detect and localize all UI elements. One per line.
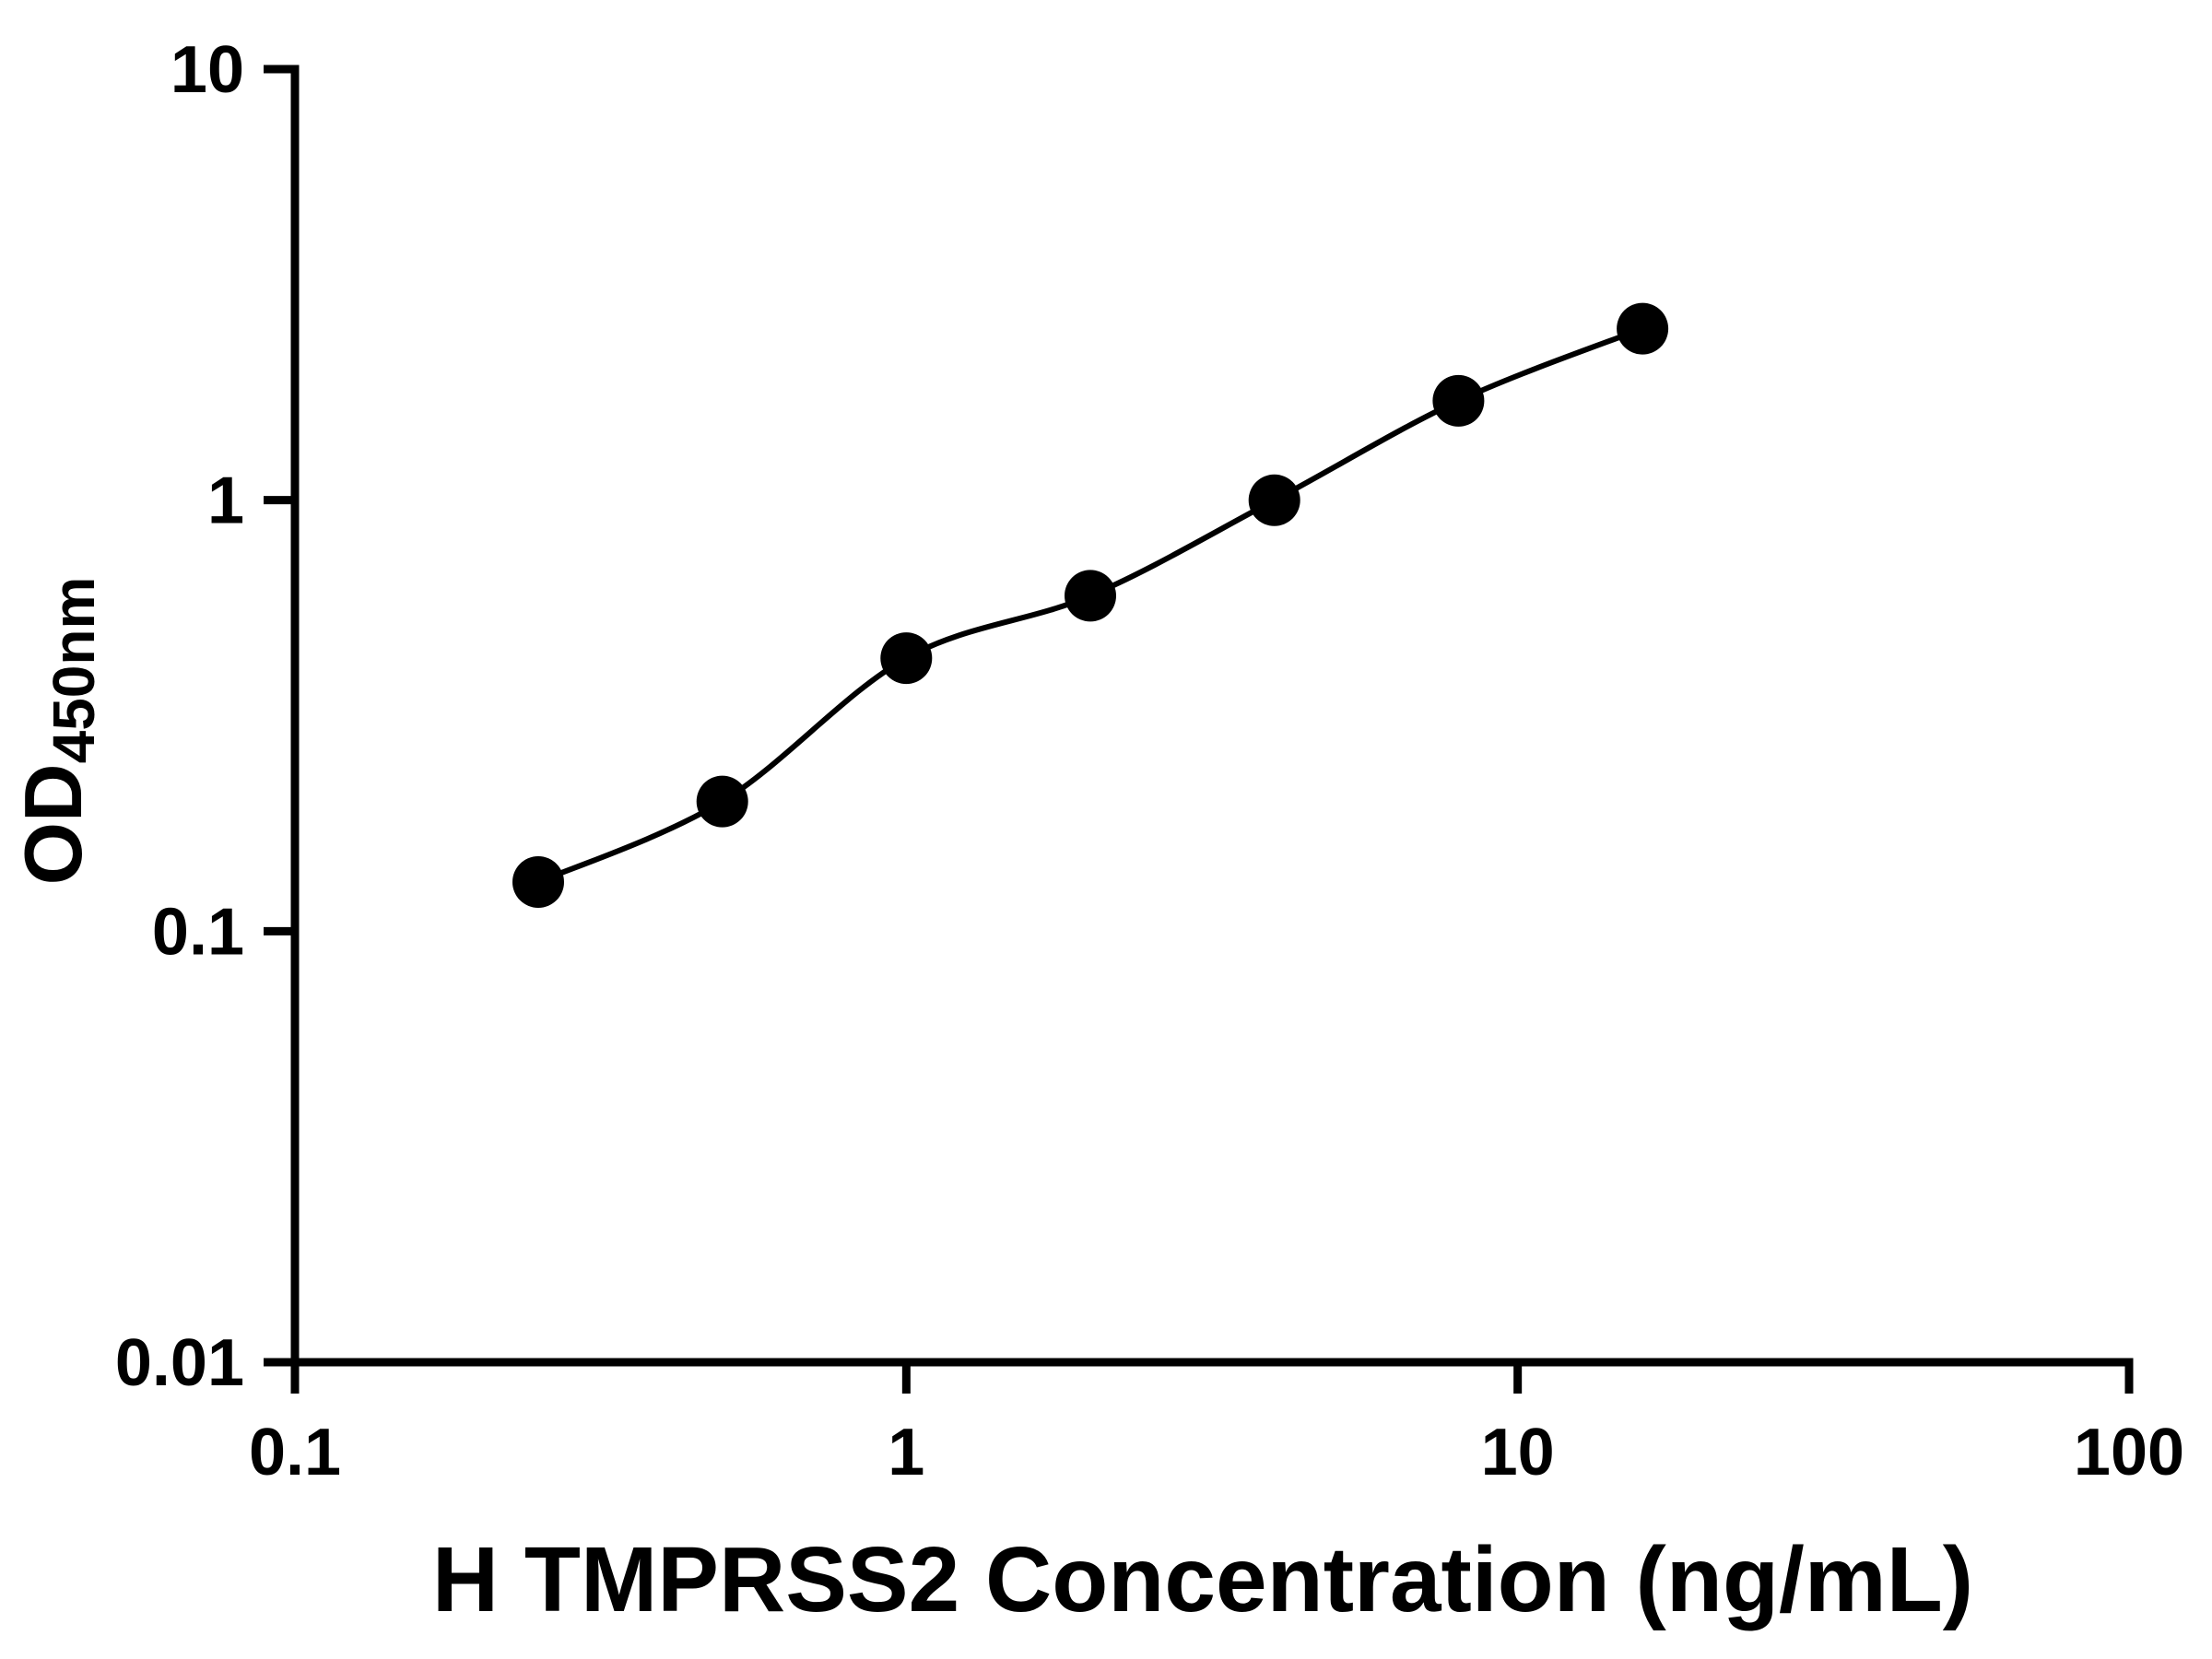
x-tick-label: 1 [888,1416,924,1489]
y-axis-title: OD450nm [7,577,107,886]
data-point [1065,570,1116,622]
data-point [1617,302,1669,355]
y-tick-label: 0.01 [115,1326,244,1400]
x-tick-label: 100 [2074,1416,2184,1489]
x-axis-title: H TMPRSS2 Concentration (ng/mL) [432,1528,1973,1631]
y-tick-label: 1 [207,465,244,538]
x-tick-label: 10 [1481,1416,1555,1489]
y-axis-title-sub: 450nm [41,577,107,764]
data-point [696,775,748,828]
data-point [512,856,564,908]
x-tick-label: 0.1 [249,1416,341,1489]
data-point [1432,374,1485,427]
y-axis-title-main: OD [7,763,99,885]
data-point [880,632,933,685]
data-point [1248,474,1300,526]
y-tick-label: 10 [171,33,244,107]
y-tick-label: 0.1 [152,895,244,969]
